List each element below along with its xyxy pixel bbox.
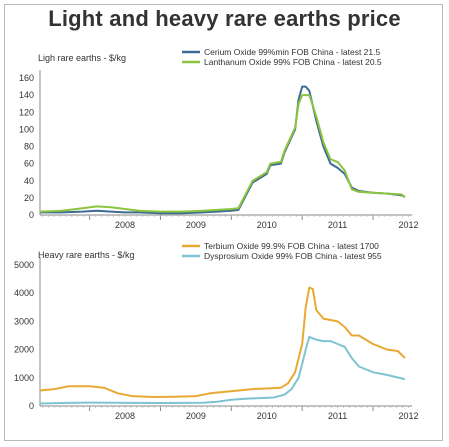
- y-tick-label: 140: [19, 90, 34, 100]
- figure-title: Light and heavy rare earths price: [48, 6, 401, 31]
- x-tick-label: 2010: [257, 220, 277, 230]
- y-axis-title: Ligh rare earths - $/kg: [38, 53, 126, 63]
- chart-panel-2: Heavy rare earths - $/kg 0 1000 2000 3000 400…: [14, 241, 419, 421]
- y-tick-label: 4000: [14, 288, 34, 298]
- y-tick-label: 3000: [14, 316, 34, 326]
- y-tick-label: 1000: [14, 373, 34, 383]
- series-line-2: [39, 335, 406, 405]
- legend-label: Terbium Oxide 99.9% FOB China - latest 1…: [204, 241, 379, 251]
- figure-frame: [4, 4, 443, 441]
- chart-panel-1: Ligh rare earths - $/kg 0 20 40 60 80 100 120 14…: [19, 47, 419, 230]
- x-tick-label: 2010: [257, 411, 277, 421]
- series-line-1: [40, 85, 406, 215]
- y-tick-label: 2000: [14, 345, 34, 355]
- y-axis-title: Heavy rare earths - $/kg: [38, 250, 135, 260]
- y-tick-label: 40: [24, 176, 34, 186]
- y-tick-label: 0: [29, 401, 34, 411]
- x-tick-label: 2009: [186, 220, 206, 230]
- y-tick-label: 0: [29, 210, 34, 220]
- y-tick-label: 100: [19, 124, 34, 134]
- legend-label: Lanthanum Oxide 99% FOB China - latest 2…: [204, 57, 382, 67]
- y-tick-label: 80: [24, 142, 34, 152]
- legend-label: Dysprosium Oxide 99% FOB China - latest …: [204, 251, 382, 261]
- y-tick-label: 160: [19, 73, 34, 83]
- y-tick-label: 20: [24, 193, 34, 203]
- y-tick-label: 60: [24, 159, 34, 169]
- series-line-1: [39, 286, 406, 398]
- x-tick-label: 2011: [328, 220, 347, 230]
- x-tick-label: 2009: [186, 411, 206, 421]
- series-line-2: [39, 94, 406, 213]
- y-tick-label: 120: [19, 107, 34, 117]
- x-tick-label: 2012: [398, 411, 418, 421]
- x-tick-label: 2008: [115, 220, 135, 230]
- x-tick-label: 2012: [398, 220, 418, 230]
- x-tick-label: 2008: [115, 411, 135, 421]
- legend-label: Cerium Oxide 99%min FOB China - latest 2…: [204, 47, 380, 57]
- x-tick-label: 2011: [328, 411, 347, 421]
- y-tick-label: 5000: [14, 260, 34, 270]
